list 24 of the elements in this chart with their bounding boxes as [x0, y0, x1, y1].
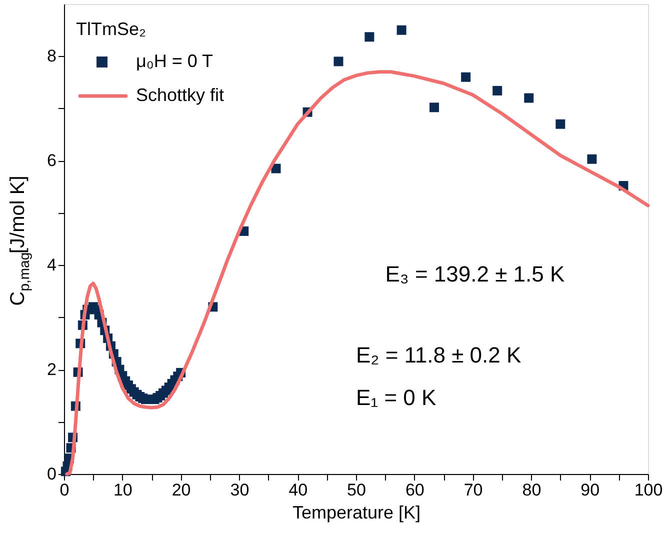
x-tick-label: 20 [172, 480, 191, 500]
x-axis-title: Temperature [K] [292, 502, 421, 522]
x-tick-label: 60 [405, 480, 424, 500]
y-tick-label: 8 [47, 46, 56, 66]
y-tick-label: 0 [47, 464, 56, 484]
x-tick-label: 30 [230, 480, 250, 500]
y-tick-label: 2 [47, 360, 56, 380]
legend-label: μ₀H = 0 T [136, 51, 214, 71]
annotation: E₁ = 0 K [356, 384, 437, 410]
x-tick-label: 90 [580, 480, 600, 500]
x-tick-label: 0 [60, 480, 70, 500]
annotation: E₂ = 11.8 ± 0.2 K [356, 342, 522, 368]
x-tick-label: 50 [347, 480, 366, 500]
y-tick-label: 6 [47, 151, 56, 170]
x-tick-label: 10 [113, 480, 132, 500]
annotation: E₃ = 139.2 ± 1.5 K [385, 261, 565, 286]
y-tick-label: 4 [47, 256, 56, 275]
legend-title: TlTmSe₂ [76, 19, 146, 39]
x-tick-label: 70 [464, 480, 483, 500]
legend-label: Schottky fit [136, 85, 224, 105]
x-tick-label: 40 [288, 480, 308, 500]
y-axis-title: Cp,mag[J/mol K] [7, 176, 32, 306]
x-tick-label: 100 [634, 480, 663, 500]
x-tick-label: 80 [522, 480, 542, 500]
